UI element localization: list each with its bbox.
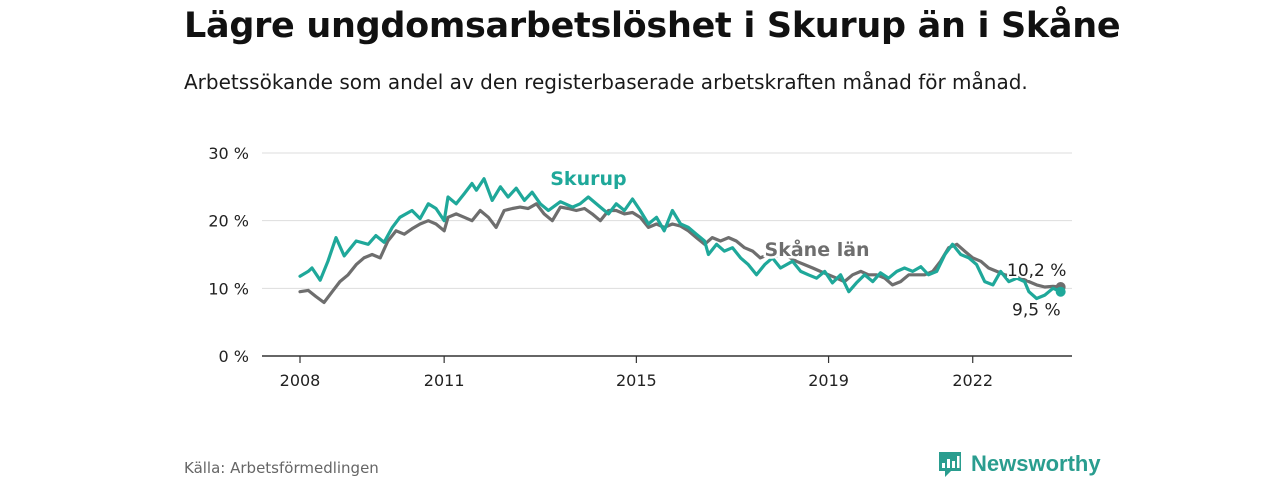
series-lines	[298, 177, 1066, 305]
end-value-label-skane: 10,2 %	[1007, 261, 1066, 281]
x-tick-label: 2008	[280, 371, 321, 390]
x-tick-label: 2015	[616, 371, 657, 390]
series-label: Skurup	[550, 168, 626, 190]
x-tick-label: 2011	[424, 371, 465, 390]
y-tick-label: 20 %	[208, 212, 249, 231]
chart-title: Lägre ungdomsarbetslöshet i Skurup än i …	[184, 6, 1121, 46]
series-labels: Skurup Skåne län 10,2 % 9,5 %	[548, 165, 1069, 322]
line-chart: 0 % 10 % 20 % 30 % 2008 2011 2015 2019 2022 Sku…	[208, 144, 1072, 390]
series-end-marker	[1055, 286, 1066, 297]
end-value-label-skurup: 9,5 %	[1012, 301, 1061, 321]
series-line-skane	[298, 202, 1063, 305]
series-label: Skåne län	[765, 237, 870, 261]
chart-subtitle: Arbetssökande som andel av den registerb…	[184, 70, 1028, 94]
y-tick-label: 10 %	[208, 279, 249, 298]
series-line-skurup	[298, 177, 1063, 301]
source-note: Källa: Arbetsförmedlingen	[184, 459, 379, 477]
y-axis-tick-labels: 0 % 10 % 20 % 30 %	[208, 144, 249, 366]
y-tick-label: 30 %	[208, 144, 249, 163]
x-axis-tick-labels: 2008 2011 2015 2019 2022	[280, 356, 993, 390]
newsworthy-brand[interactable]: Newsworthy	[937, 449, 1101, 479]
newsworthy-logo-icon	[939, 452, 961, 477]
x-tick-label: 2022	[952, 371, 993, 390]
grid-lines	[262, 152, 1072, 357]
y-tick-label: 0 %	[219, 347, 249, 366]
x-tick-label: 2019	[808, 371, 849, 390]
newsworthy-brand-name: Newsworthy	[971, 451, 1101, 476]
